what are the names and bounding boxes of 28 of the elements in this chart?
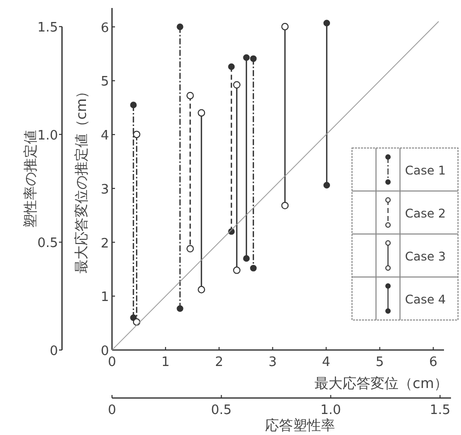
x-tick-label: 1 xyxy=(161,355,170,370)
y-tick-label: 2 xyxy=(100,236,109,252)
x-axis-title: 最大応答変位（cm） xyxy=(314,376,448,392)
y-tick-label: 3 xyxy=(100,182,109,198)
y2-tick-label: 1.0 xyxy=(37,128,58,144)
y2-tick-label: 0 xyxy=(50,344,58,359)
y-tick-label: 1 xyxy=(100,290,109,306)
y2-tick-label: 1.5 xyxy=(37,20,58,36)
legend-label: Case 2 xyxy=(405,206,446,220)
y-tick-label: 6 xyxy=(100,20,109,36)
y-tick-label: 4 xyxy=(100,128,109,144)
y-axis-title: 最大応答変位の推定値（cm） xyxy=(74,84,90,274)
x2-axis-title: 応答塑性率 xyxy=(265,418,335,434)
legend-label: Case 3 xyxy=(405,250,446,264)
x-tick-label: 6 xyxy=(429,355,438,370)
legend-label: Case 4 xyxy=(405,292,446,306)
x-tick-label: 4 xyxy=(322,355,330,370)
y-tick-label: 0 xyxy=(100,344,109,359)
x-tick-label: 2 xyxy=(214,355,224,370)
y2-tick-label: 0.5 xyxy=(37,236,58,252)
x-tick-label: 3 xyxy=(268,355,277,370)
y-tick-label: 5 xyxy=(100,74,109,90)
x2-tick-label: 0.5 xyxy=(211,403,232,418)
legend-label: Case 1 xyxy=(405,164,446,178)
y2-axis-title: 塑性率の推定値 xyxy=(23,130,39,228)
x-tick-label: 5 xyxy=(376,355,384,370)
x2-tick-label: 1.0 xyxy=(320,403,342,418)
x2-tick-label: 1.5 xyxy=(430,403,450,418)
